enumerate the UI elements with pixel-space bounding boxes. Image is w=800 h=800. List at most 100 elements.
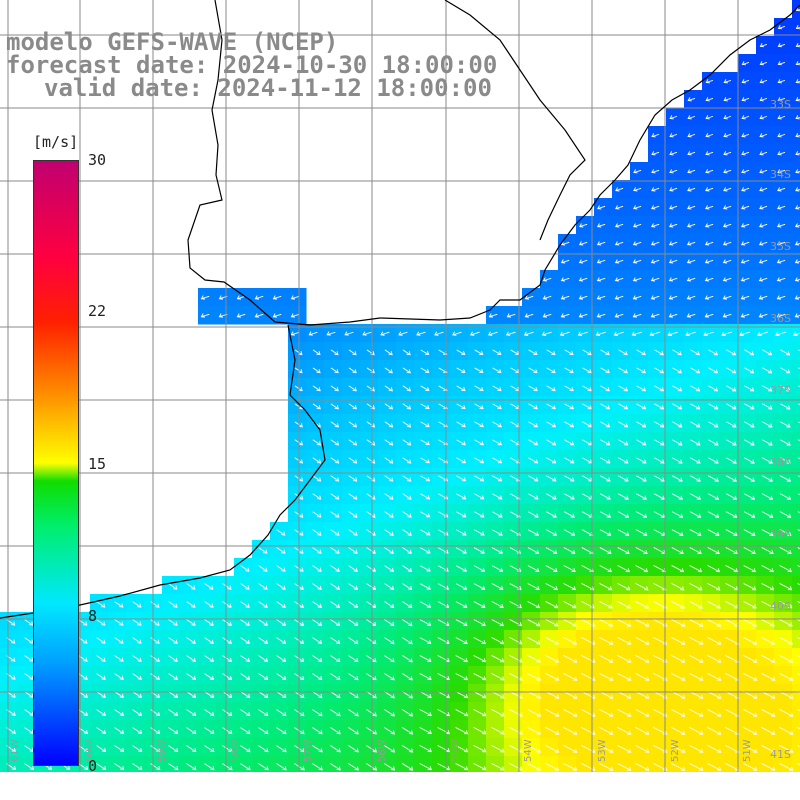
wind-arrow-head [353,621,359,627]
wind-arrow [402,547,412,554]
wind-arrow-head [697,550,702,555]
wind-arrow [276,709,287,717]
wind-arrow-head [499,640,505,645]
wind-arrow [723,115,732,119]
wind-arrow-head [686,241,692,246]
wind-arrow-head [300,730,305,735]
wind-arrow-head [559,331,565,336]
coastline [0,0,800,619]
wind-arrow [761,565,774,573]
wind-arrow-head [335,621,341,627]
wind-arrow-head [771,694,776,699]
wind-arrow-head [777,205,782,210]
wind-arrow [527,547,539,554]
wind-arrow-head [479,423,484,428]
wind-arrow-head [699,640,704,645]
wind-cell [792,504,800,523]
wind-arrow-head [317,657,323,663]
wind-arrow [598,762,613,771]
wind-arrow [401,673,413,681]
wind-arrow-head [686,259,692,264]
wind-arrow-head [753,676,758,681]
wind-arrow-head [669,133,674,138]
wind-arrow-head [704,277,710,282]
wind-arrow-head [795,115,800,120]
wind-arrow [762,421,773,428]
wind-arrow-head [452,331,457,336]
wind-arrow-head [390,766,396,771]
wind-arrow [671,565,684,573]
wind-arrow-head [624,459,629,464]
wind-arrow [581,511,593,518]
wind-arrow [779,601,793,609]
wind-arrow [470,331,480,336]
wind-arrow [778,762,793,771]
wind-arrow [760,726,775,735]
wind-arrow [653,529,665,536]
wind-arrow-head [11,693,16,698]
wind-arrow [723,241,732,246]
wind-arrow-head [408,766,414,771]
wind-arrow [690,421,700,428]
wind-arrow-head [573,694,578,699]
wind-arrow-head [298,423,303,428]
wind-arrow-head [245,657,251,662]
wind-arrow-head [445,766,451,771]
wind-arrow [239,763,251,771]
wind-arrow-head [425,477,431,482]
wind-arrow-head [776,241,782,246]
wind-arrow [635,529,647,536]
wind-arrow [473,673,486,681]
wind-arrow-head [533,405,538,410]
wind-arrow [186,691,196,698]
wind-arrow-head [173,711,179,717]
wind-arrow-head [461,477,467,482]
wind-arrow [150,619,160,626]
wind-arrow-head [518,766,523,771]
wind-arrow-head [578,223,584,228]
wind-arrow [419,601,431,608]
wind-arrow [204,601,214,608]
wind-arrow-head [650,277,656,282]
wind-arrow-head [753,712,758,717]
wind-arrow [617,511,629,518]
wind-arrow [24,691,34,698]
wind-arrow [636,457,647,464]
wind-arrow-head [479,441,484,446]
wind-arrow-head [795,151,800,156]
wind-arrow-head [47,765,53,771]
wind-arrow-head [571,549,576,554]
wind-arrow-head [560,295,566,300]
wind-arrow [725,457,737,464]
lon-label-51w: 51W [742,739,753,762]
wind-arrow [329,709,341,717]
wind-arrow [706,744,721,753]
wind-arrow [689,457,701,464]
wind-arrow-head [352,387,357,392]
wind-arrow [204,709,214,716]
wind-arrow [455,619,468,626]
wind-arrow-head [698,622,704,627]
wind-arrow [491,655,504,663]
wind-arrow-head [101,747,107,753]
wind-arrow-head [191,621,196,626]
wind-arrow-head [553,549,558,554]
wind-arrow-head [481,640,486,645]
wind-arrow [706,97,714,101]
wind-arrow-head [769,549,774,554]
wind-arrow [240,601,250,608]
wind-arrow-head [731,369,737,374]
wind-arrow [329,745,341,753]
wind-arrow-head [137,693,142,698]
wind-arrow-head [191,711,197,717]
wind-arrow [402,457,411,464]
wind-arrow-head [461,423,466,428]
wind-arrow-head [506,313,512,318]
wind-arrow [721,331,732,336]
wind-arrow-head [663,640,668,645]
wind-arrow [509,726,523,735]
wind-arrow [455,655,468,662]
wind-arrow [420,385,430,391]
wind-arrow [743,600,757,609]
wind-arrow-head [263,567,268,572]
